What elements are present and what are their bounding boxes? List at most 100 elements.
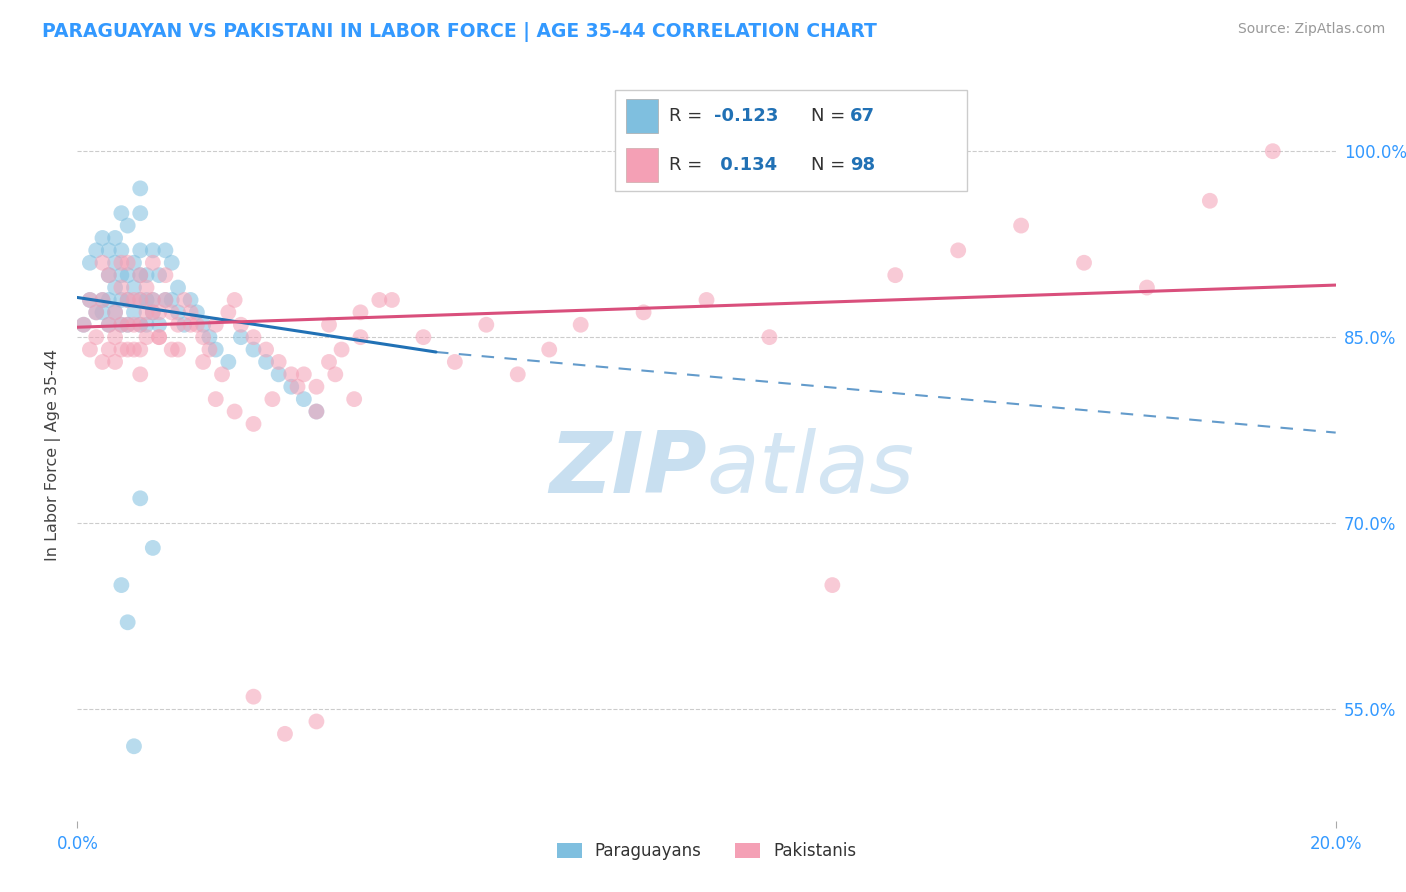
Point [155, 293, 177, 307]
Point [91, 256, 114, 270]
Point [129, 244, 152, 258]
Point [191, 318, 215, 332]
Point [97, 244, 120, 258]
Point [173, 293, 195, 307]
Point [142, 244, 165, 258]
Point [91, 231, 114, 245]
Point [148, 330, 170, 344]
Point [110, 343, 132, 357]
Point [97, 318, 120, 332]
Point [758, 330, 780, 344]
Point [204, 318, 226, 332]
Y-axis label: In Labor Force | Age 35-44: In Labor Force | Age 35-44 [45, 349, 62, 561]
Point [91, 293, 114, 307]
Text: Source: ZipAtlas.com: Source: ZipAtlas.com [1237, 22, 1385, 37]
Point [262, 392, 284, 406]
Point [217, 305, 239, 319]
Point [91, 355, 114, 369]
Point [129, 491, 152, 506]
Point [475, 318, 498, 332]
Point [305, 404, 328, 418]
Point [198, 343, 221, 357]
Point [129, 343, 152, 357]
Point [142, 256, 165, 270]
Text: R =: R = [669, 107, 709, 126]
Point [142, 541, 165, 555]
Point [198, 330, 221, 344]
Point [381, 293, 404, 307]
Point [129, 368, 152, 382]
Legend: Paraguayans, Pakistanis: Paraguayans, Pakistanis [550, 836, 863, 867]
Point [135, 330, 157, 344]
Point [122, 293, 145, 307]
Point [160, 293, 183, 307]
Point [84, 244, 107, 258]
Point [160, 343, 183, 357]
Point [444, 355, 467, 369]
Point [167, 343, 190, 357]
Point [267, 355, 290, 369]
Point [1073, 256, 1095, 270]
Point [142, 305, 165, 319]
Point [292, 392, 315, 406]
Text: N =: N = [811, 107, 851, 126]
Point [104, 305, 127, 319]
Point [117, 293, 139, 307]
Point [117, 293, 139, 307]
Point [167, 318, 190, 332]
Point [155, 293, 177, 307]
Point [104, 355, 127, 369]
Point [167, 305, 190, 319]
Point [97, 318, 120, 332]
FancyBboxPatch shape [626, 99, 658, 133]
Point [191, 330, 215, 344]
Point [287, 380, 309, 394]
Text: 67: 67 [851, 107, 875, 126]
Point [142, 293, 165, 307]
Point [330, 343, 353, 357]
Point [280, 380, 302, 394]
Point [254, 343, 277, 357]
Point [129, 293, 152, 307]
Point [242, 330, 264, 344]
Point [117, 318, 139, 332]
Point [122, 305, 145, 319]
Point [506, 368, 529, 382]
Point [186, 318, 208, 332]
Point [155, 244, 177, 258]
Point [117, 318, 139, 332]
Point [110, 578, 132, 592]
Point [97, 268, 120, 282]
Point [129, 293, 152, 307]
Point [180, 305, 202, 319]
Point [122, 256, 145, 270]
Point [79, 256, 101, 270]
Point [142, 305, 165, 319]
Point [633, 305, 655, 319]
Point [173, 318, 195, 332]
Point [305, 380, 328, 394]
Text: atlas: atlas [707, 428, 914, 511]
Point [242, 417, 264, 431]
Point [104, 305, 127, 319]
Point [821, 578, 844, 592]
Point [569, 318, 592, 332]
Point [274, 727, 297, 741]
Text: 98: 98 [851, 155, 875, 174]
Point [148, 305, 170, 319]
Point [349, 330, 371, 344]
Point [110, 293, 132, 307]
Point [135, 305, 157, 319]
Point [204, 392, 226, 406]
Point [305, 714, 328, 729]
Point [254, 355, 277, 369]
Point [180, 318, 202, 332]
Point [72, 318, 94, 332]
Point [148, 268, 170, 282]
Point [884, 268, 907, 282]
Point [79, 293, 101, 307]
Point [217, 355, 239, 369]
Text: -0.123: -0.123 [714, 107, 778, 126]
Point [323, 368, 346, 382]
Point [948, 244, 970, 258]
